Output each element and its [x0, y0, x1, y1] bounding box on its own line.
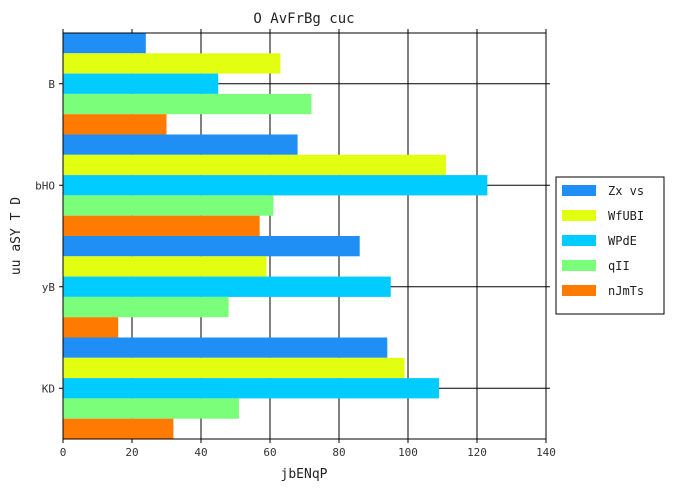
x-axis-label: jbENqP: [281, 467, 328, 482]
bar: [63, 337, 388, 358]
legend-swatch: [562, 210, 596, 221]
bars: [63, 33, 488, 439]
legend-swatch: [562, 185, 596, 196]
bar: [63, 378, 440, 399]
x-tick-label: 140: [536, 446, 556, 459]
bar: [63, 398, 239, 419]
bar: [63, 215, 260, 236]
bar: [63, 154, 446, 176]
legend-swatch: [562, 260, 596, 271]
x-tick-label: 40: [194, 446, 207, 459]
legend: Zx vs WfUBI WPdE qII nJmTs: [555, 176, 665, 315]
legend-label: nJmTs: [608, 284, 644, 298]
bar: [63, 53, 281, 74]
y-tick-label: B: [48, 78, 55, 91]
bar: [63, 256, 267, 277]
y-tick-label: yB: [42, 281, 56, 294]
plot-frame: [62, 32, 547, 440]
bar: [63, 195, 274, 216]
x-tick-label: 60: [263, 446, 276, 459]
chart-title: O AvFrBg cuc: [253, 11, 354, 27]
bar: [63, 175, 488, 196]
bar: [63, 33, 146, 54]
y-tick-label: KD: [42, 382, 55, 395]
bar: [63, 317, 119, 338]
x-tick-label: 100: [398, 446, 418, 459]
x-tick-label: 80: [332, 446, 345, 459]
y-axis-label: uu aSY T D: [9, 197, 24, 275]
bar: [63, 276, 391, 297]
bar: [63, 93, 312, 115]
bar: [63, 296, 229, 318]
legend-label: WPdE: [608, 234, 637, 248]
legend-label: qII: [608, 259, 630, 273]
x-tick-label: 120: [467, 446, 487, 459]
legend-swatch: [562, 235, 596, 246]
x-tick-label: 20: [125, 446, 138, 459]
bar: [63, 73, 219, 94]
x-tick-label: 0: [60, 446, 67, 459]
legend-label: Zx vs: [608, 184, 644, 198]
bar: [63, 357, 405, 379]
bar: [63, 418, 174, 439]
y-tick-label: bHO: [35, 179, 55, 192]
legend-swatch: [562, 285, 596, 296]
bar: [63, 114, 167, 135]
bar: [63, 134, 298, 155]
bar: [63, 236, 360, 257]
legend-label: WfUBI: [608, 209, 644, 223]
